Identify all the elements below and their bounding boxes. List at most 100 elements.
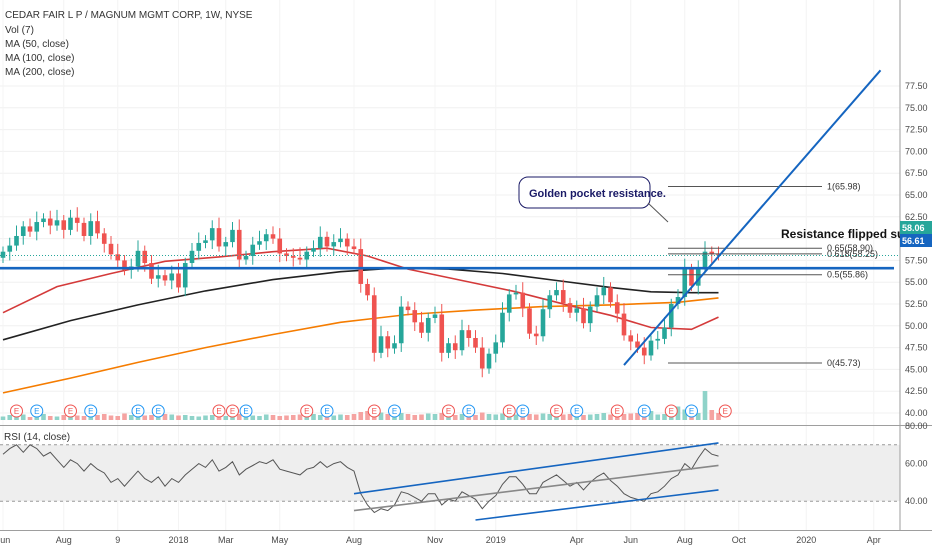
candle-body [270,234,276,239]
volume-bar [14,416,19,420]
y-tick-label: 47.50 [905,343,928,353]
candle-body [567,303,573,313]
candle-body [587,306,593,324]
earnings-marker-letter: E [34,407,39,416]
candle-body [446,343,451,353]
volume-bar [709,410,715,420]
candle-body [554,290,559,296]
y-tick-label: 57.50 [905,255,928,265]
candle-body [14,235,19,246]
earnings-marker-letter: E [615,407,620,416]
trend-lines [0,69,894,366]
candle-body [527,308,532,334]
fib-label: 1(65.98) [827,181,861,191]
volume-bar [169,414,175,420]
volume-bar [581,415,586,420]
volume-bar [142,415,148,420]
volume-bar [547,414,553,420]
volume-bar [601,413,607,420]
earnings-marker-letter: E [723,407,728,416]
candle-body [263,234,269,242]
volume-bar [189,416,195,420]
current-price-tag: 58.06 [900,221,932,234]
candle-body [641,347,647,356]
volume-bar [95,415,100,420]
x-tick-label: Jun [0,535,10,545]
rsi-tick-label: 80.00 [905,421,928,431]
earnings-marker [226,404,239,418]
volume-bar [209,415,215,420]
candle-body [101,233,107,244]
earnings-marker [637,404,651,418]
earnings-marker [10,404,23,418]
volume-bar [54,416,60,420]
candle-body [257,241,262,245]
volume-bar [290,415,296,420]
volume-bar [479,412,485,420]
candle-body [68,217,73,230]
candle-body [209,228,215,241]
candle-body [365,283,370,296]
earnings-marker-letter: E [243,407,248,416]
candle-body [493,342,499,354]
volume-bar [41,414,46,420]
volume-bar [81,416,87,420]
candle-body [655,338,661,341]
earnings-marker [151,404,165,418]
candle-body [162,275,168,281]
candle-body [533,333,539,337]
earnings-marker-letter: E [466,407,471,416]
candle-body [702,251,708,269]
candle-body [122,260,127,270]
volume-bar [338,414,343,420]
volume-bar [439,413,445,420]
volume-bar [608,414,613,420]
candle-body [479,347,485,369]
volume-bar [20,414,26,420]
volume-bar [250,415,256,420]
earnings-marker [442,404,455,418]
y-tick-label: 77.50 [905,81,928,91]
candle-body [338,238,343,243]
volume-bar [594,414,600,420]
x-tick-label: 9 [115,535,120,545]
volume-bar [662,414,667,420]
earnings-marker [550,404,563,418]
candle-body [81,222,87,236]
earnings-marker [516,404,530,418]
candle-body [709,251,715,255]
earnings-marker-letter: E [216,407,221,416]
volume-bar [419,414,424,420]
candle-body [169,273,175,281]
volume-bar [284,415,289,420]
candle-body [297,257,303,260]
volume-bar [47,416,53,420]
volume-bar [452,415,458,420]
volume-bar [513,414,519,420]
chart-title: CEDAR FAIR L P / MAGNUM MGMT CORP, 1W, N… [5,10,253,21]
candle-body [695,268,701,286]
earnings-marker [212,404,226,418]
earnings-marker-letter: E [68,407,73,416]
rsi-channel-line [353,442,719,495]
candle-body [466,330,472,339]
candle-body [311,248,316,252]
y-tick-label: 45.00 [905,364,928,374]
candle-body [115,254,121,261]
fib-label: 0.618(58.25) [827,249,878,259]
candle-body [0,251,6,258]
x-tick-label: Aug [677,535,693,545]
x-tick-label: Jun [623,535,638,545]
candle-body [398,306,404,344]
candle-body [419,322,424,333]
volume-bar [567,414,573,420]
candle-body [412,310,418,323]
earnings-marker-letter: E [230,407,235,416]
volume-bar [533,414,539,420]
candle-body [425,317,431,333]
candle-body [385,336,391,349]
volume-bar [635,413,640,420]
y-tick-label: 52.50 [905,299,928,309]
